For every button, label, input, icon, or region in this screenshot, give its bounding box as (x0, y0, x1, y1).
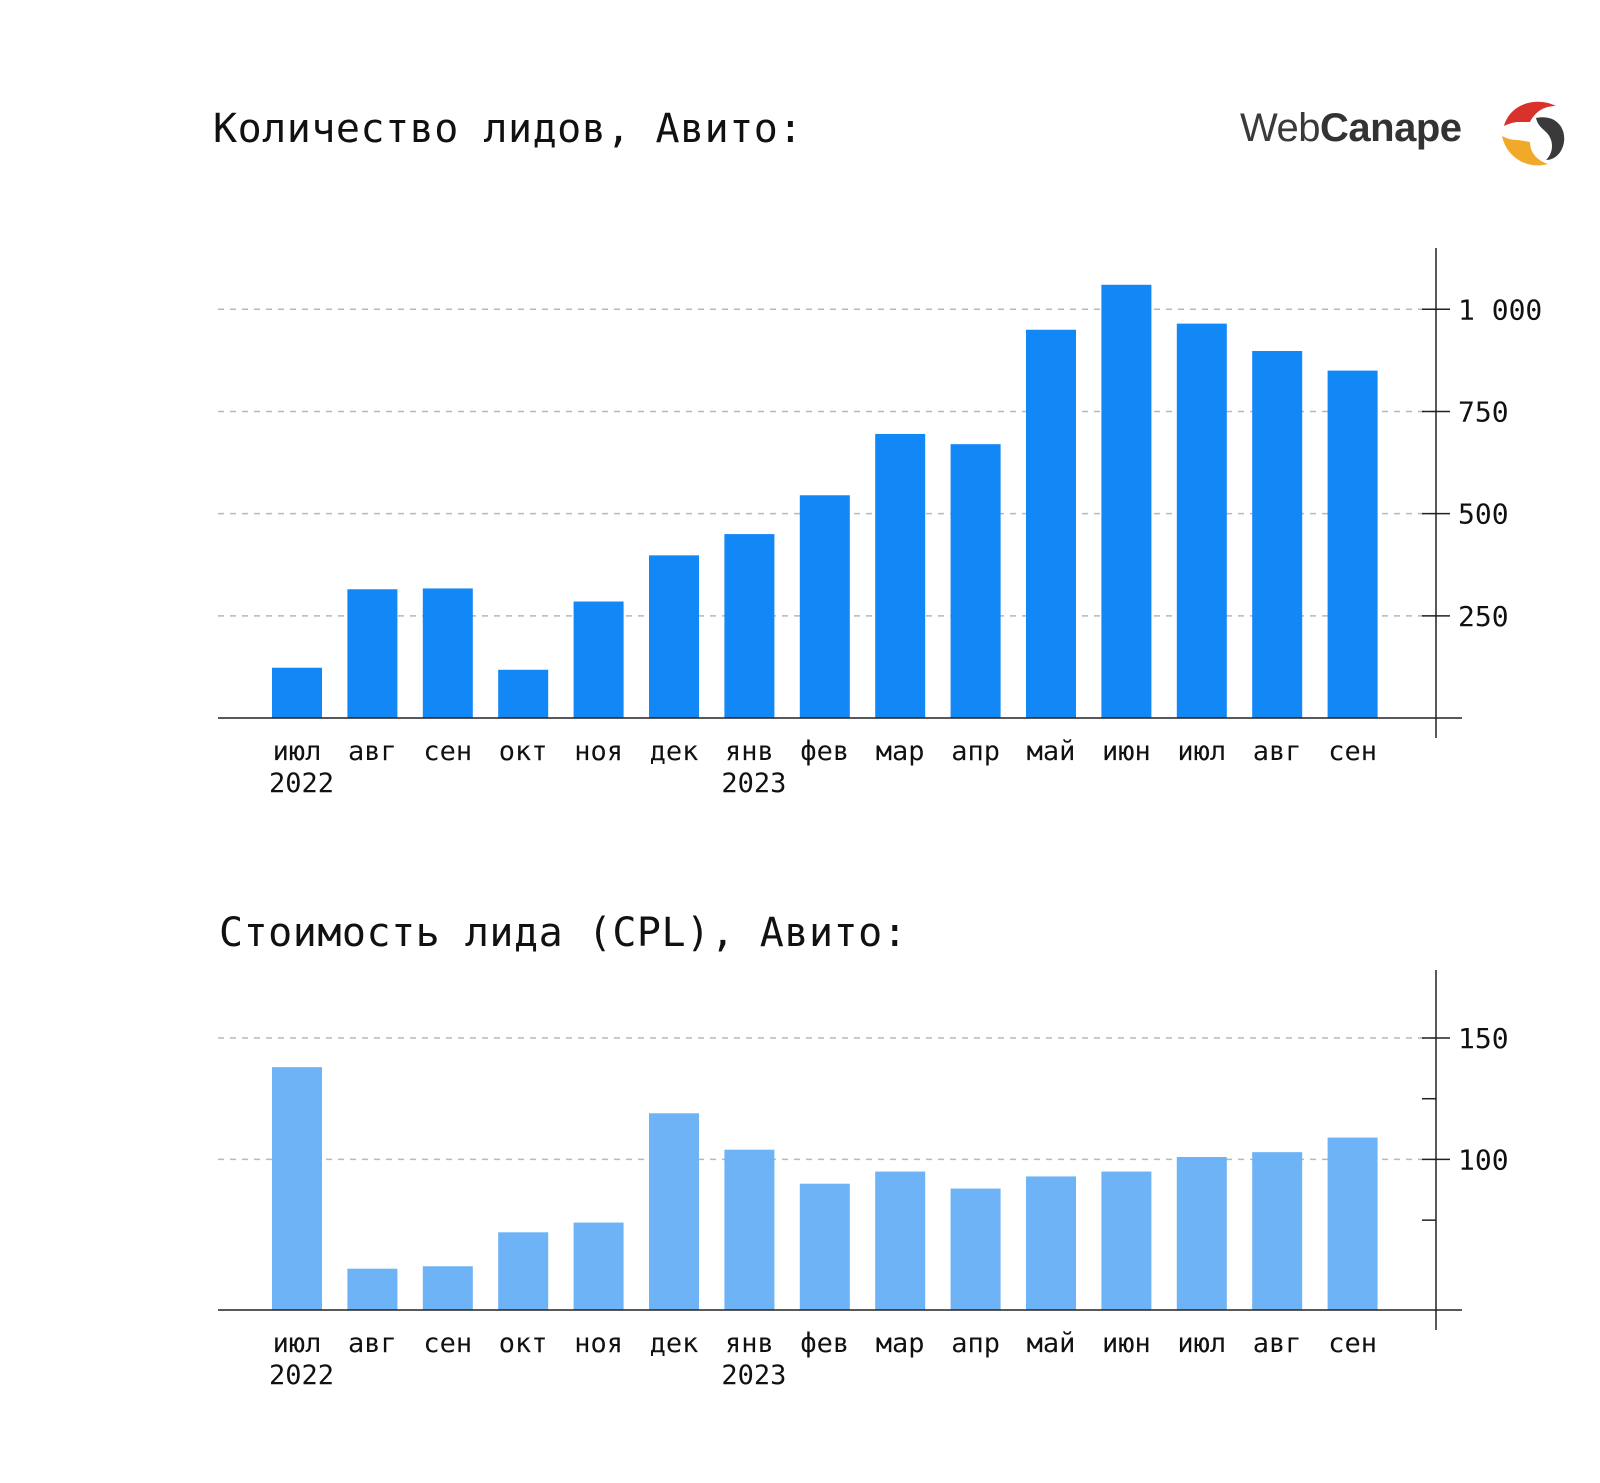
x-tick-label: июн (1102, 736, 1151, 767)
x-tick-label: авг (348, 1328, 397, 1359)
bar-11 (1026, 329, 1076, 718)
bar-2 (347, 589, 398, 718)
webcanape-logo: WebCanape (1240, 96, 1570, 172)
x-year-label: 2022 (269, 1360, 334, 1391)
x-tick-label: июн (1102, 1328, 1151, 1359)
bar-5 (573, 1222, 624, 1310)
x-tick-label: окт (499, 736, 548, 767)
bar-12 (1101, 284, 1152, 718)
bar-7 (724, 534, 775, 718)
bar-13 (1176, 323, 1227, 718)
bar-5 (573, 601, 624, 718)
x-tick-label: фев (800, 736, 849, 767)
logo-word-web: Web (1240, 106, 1321, 150)
bar-1 (272, 1067, 322, 1310)
x-tick-label: июл (273, 1328, 322, 1359)
y-tick-label: 750 (1458, 395, 1509, 428)
y-tick-label: 100 (1458, 1143, 1509, 1176)
bar-3 (422, 588, 473, 718)
y-tick-label: 500 (1458, 498, 1509, 531)
bar-7 (724, 1149, 775, 1310)
x-tick-label: авг (1253, 736, 1302, 767)
bar-9 (875, 1171, 926, 1310)
x-tick-label: авг (1253, 1328, 1302, 1359)
x-tick-label: мар (876, 1328, 925, 1359)
y-tick-label: 1 000 (1458, 293, 1542, 326)
bar-14 (1252, 350, 1303, 718)
x-tick-label: ноя (574, 736, 623, 767)
x-tick-label: сен (1328, 1328, 1377, 1359)
logo-word-canape: Canape (1320, 106, 1462, 150)
bar-15 (1327, 1137, 1378, 1310)
x-tick-label: сен (423, 736, 472, 767)
logo-swirl-icon (1502, 101, 1565, 166)
x-tick-label: май (1027, 1328, 1076, 1359)
bar-4 (498, 1232, 549, 1310)
bar-10 (950, 444, 1001, 718)
chart-title-leads: Количество лидов, Авито: (213, 106, 803, 152)
bar-8 (799, 495, 850, 718)
x-tick-label: окт (499, 1328, 548, 1359)
x-tick-label: дек (650, 736, 699, 767)
logo-swirl-orange (1502, 136, 1548, 166)
y-tick-label: 250 (1458, 600, 1509, 633)
logo-swirl-red (1504, 101, 1556, 126)
bar-15 (1327, 370, 1378, 718)
bar-8 (799, 1183, 850, 1310)
bar-14 (1252, 1152, 1303, 1310)
bar-3 (422, 1266, 473, 1310)
bar-1 (272, 667, 322, 718)
x-tick-label: мар (876, 736, 925, 767)
x-tick-label: сен (1328, 736, 1377, 767)
x-tick-label: ноя (574, 1328, 623, 1359)
bar-10 (950, 1188, 1001, 1310)
bar-12 (1101, 1171, 1152, 1310)
logo-wordmark: WebCanape (1240, 106, 1462, 151)
x-year-label: 2022 (269, 768, 334, 799)
x-tick-label: дек (650, 1328, 699, 1359)
bar-6 (649, 1113, 699, 1310)
x-tick-label: сен (423, 1328, 472, 1359)
x-tick-label: июл (1177, 1328, 1226, 1359)
x-year-label: 2023 (721, 768, 786, 799)
logo-swirl-dark (1536, 117, 1565, 160)
x-tick-label: янв (725, 1328, 774, 1359)
x-tick-label: янв (725, 736, 774, 767)
bar-2 (347, 1268, 398, 1310)
bar-11 (1026, 1176, 1076, 1310)
x-tick-label: июл (273, 736, 322, 767)
x-year-label: 2023 (721, 1360, 786, 1391)
y-tick-label: 150 (1458, 1022, 1509, 1055)
chart-title-cpl: Стоимость лида (CPL), Авито: (219, 910, 908, 956)
x-tick-label: фев (800, 1328, 849, 1359)
x-tick-label: апр (951, 1328, 1000, 1359)
bar-6 (649, 555, 699, 718)
x-tick-label: июл (1177, 736, 1226, 767)
x-tick-label: апр (951, 736, 1000, 767)
x-tick-label: май (1027, 736, 1076, 767)
bar-9 (875, 433, 926, 718)
bar-4 (498, 669, 549, 718)
x-tick-label: авг (348, 736, 397, 767)
bar-13 (1176, 1157, 1227, 1310)
